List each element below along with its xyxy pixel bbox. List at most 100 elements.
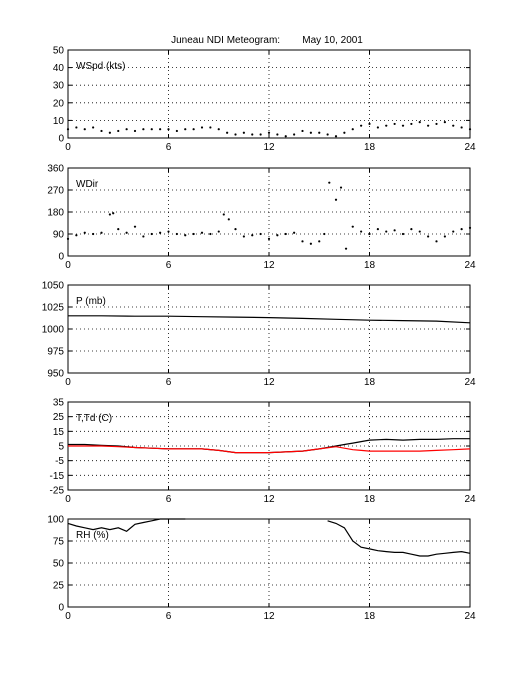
x-tick-label: 12 [263, 494, 275, 505]
y-tick-label: 5 [58, 442, 64, 453]
x-tick-label: 0 [65, 142, 71, 153]
data-point [159, 231, 162, 234]
data-point [334, 135, 338, 138]
data-point [276, 234, 279, 237]
data-point [435, 240, 438, 243]
data-point [393, 229, 396, 232]
data-point [418, 121, 421, 124]
y-tick-label: 180 [47, 208, 64, 219]
data-point [427, 235, 430, 238]
data-point [360, 124, 363, 127]
data-point [427, 124, 430, 127]
data-point [108, 213, 111, 216]
x-tick-label: 12 [263, 611, 275, 622]
data-point [410, 122, 413, 126]
y-tick-label: -15 [50, 471, 65, 482]
data-point [376, 228, 379, 231]
data-point [318, 240, 321, 243]
data-point [301, 240, 304, 243]
data-point [443, 121, 446, 124]
panel-label: P (mb) [76, 296, 106, 307]
series-line-1 [327, 520, 471, 557]
y-tick-label: 30 [53, 81, 65, 92]
y-tick-label: 1050 [42, 281, 65, 292]
y-tick-label: 35 [53, 398, 65, 409]
data-point [276, 133, 279, 136]
data-point [368, 122, 371, 126]
data-point [339, 186, 343, 189]
y-tick-label: 270 [47, 186, 64, 197]
series-line-0 [68, 315, 471, 324]
data-point [142, 235, 145, 238]
data-point [293, 133, 296, 136]
data-point [460, 126, 463, 129]
y-tick-label: 50 [53, 559, 65, 570]
y-tick-label: 0 [58, 252, 64, 263]
data-point [344, 247, 348, 250]
data-point [167, 230, 170, 233]
data-point [117, 228, 120, 231]
data-point [284, 232, 287, 236]
x-tick-label: 0 [65, 377, 71, 388]
y-tick-label: 360 [47, 164, 64, 175]
y-tick-label: 90 [53, 230, 65, 241]
x-tick-label: 6 [166, 260, 172, 271]
y-tick-label: 100 [47, 515, 64, 526]
data-point [452, 230, 455, 233]
data-point [267, 237, 271, 240]
data-point [227, 218, 230, 221]
data-point [226, 131, 229, 134]
x-tick-label: 6 [166, 611, 172, 622]
data-point [376, 126, 379, 129]
data-point [452, 124, 455, 127]
figure-title: Juneau NDI Meteogram: May 10, 2001 [171, 35, 363, 46]
data-point [242, 235, 245, 238]
data-point [150, 128, 153, 131]
y-tick-label: 0 [58, 134, 64, 145]
panel-3: 0 6 12 18 24 35 25 15 5 -5 -15 -25 T,Td (C) [50, 398, 476, 506]
y-tick-label: 50 [53, 46, 65, 57]
data-point [401, 124, 405, 127]
data-point [108, 131, 111, 134]
y-tick-label: -25 [50, 486, 65, 497]
y-tick-label: 40 [53, 63, 65, 74]
data-point [309, 131, 312, 134]
data-point [217, 128, 220, 131]
series-line-1 [68, 445, 471, 454]
data-point [100, 129, 103, 133]
data-point [284, 135, 287, 138]
data-point [267, 131, 271, 134]
data-point [242, 131, 245, 134]
data-point [368, 232, 371, 236]
data-point [66, 128, 70, 131]
data-point [125, 128, 128, 131]
y-tick-label: 25 [53, 412, 65, 423]
panel-label: RH (%) [76, 530, 109, 541]
x-tick-label: 24 [464, 611, 476, 622]
x-tick-label: 18 [364, 494, 376, 505]
data-point [418, 230, 421, 233]
data-point [385, 124, 388, 127]
panel-1: 0 6 12 18 24 360 270 180 90 0 WDir [47, 164, 476, 272]
data-point [75, 126, 78, 129]
data-point [435, 122, 438, 126]
data-point [343, 131, 346, 134]
x-tick-label: 18 [364, 260, 376, 271]
x-tick-label: 0 [65, 260, 71, 271]
y-tick-label: 10 [53, 116, 65, 127]
x-tick-label: 12 [263, 142, 275, 153]
y-tick-label: 975 [47, 347, 64, 358]
data-point [351, 128, 354, 131]
y-tick-label: 1025 [42, 303, 65, 314]
data-point [83, 231, 86, 234]
data-point [112, 212, 115, 215]
data-point [259, 232, 262, 236]
data-point [184, 128, 187, 131]
y-tick-label: 15 [53, 427, 65, 438]
series-line-0 [67, 518, 186, 532]
panel-label: WSpd (kts) [76, 61, 125, 72]
data-point [251, 133, 254, 136]
data-point [133, 225, 137, 228]
data-point [192, 232, 195, 236]
data-point [410, 228, 413, 231]
